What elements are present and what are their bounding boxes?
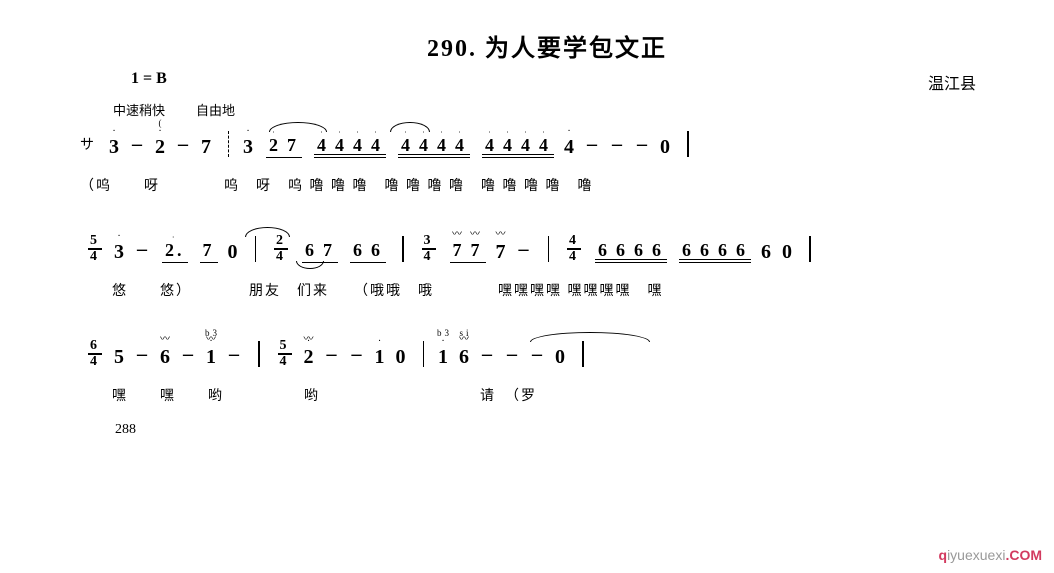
lyric-row-1: （呜 呀 呜 呀 呜 噜 噜 噜 噜 噜 噜 噜 噜 噜 噜 噜 噜 (80, 175, 984, 195)
lyric-row-3: 嘿 嘿 哟 哟 请 （罗 (80, 385, 984, 405)
key-signature: 1 = B (131, 70, 167, 88)
watermark-domain: iyuexuexi (947, 547, 1005, 563)
tempo-mark-2: 自由地 (196, 100, 235, 119)
watermark-prefix: q (939, 547, 948, 563)
watermark: qiyuexuexi.COM (939, 547, 1043, 563)
origin-label: 温江县 (928, 70, 976, 94)
music-row-1: サ·3–(·2–7·3·27·4·4·4·4·4·4·4·4·4·4·4·4·4… (80, 130, 984, 158)
watermark-tld: .COM (1005, 547, 1042, 563)
music-row-2: 54·3–·2.7024676634〰7〰7〰7–446666666660 (80, 235, 984, 263)
score-title: 290. 为人要学包文正 (110, 28, 984, 63)
lyric-row-2: 悠 悠） 朋友 们来 （哦哦 哦 嘿嘿嘿嘿 嘿嘿嘿嘿 嘿 (80, 280, 984, 300)
page-number: 288 (115, 422, 136, 438)
music-row-3: 645–〰6–b3〰·1–54〰·2––·10b3·1si〰6–––0 (80, 340, 984, 368)
tempo-mark-1: 中速稍快 (113, 100, 165, 119)
